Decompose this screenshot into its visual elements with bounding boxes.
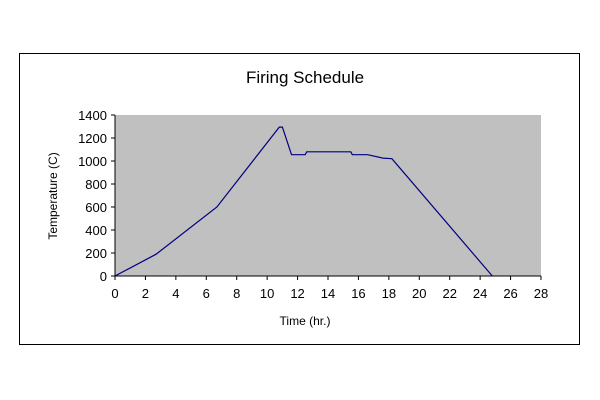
x-tick-label: 2 xyxy=(142,286,149,301)
y-axis-title: Temperature (C) xyxy=(46,152,60,239)
x-tick-label: 8 xyxy=(233,286,240,301)
chart-title: Firing Schedule xyxy=(246,68,364,87)
x-tick-label: 14 xyxy=(321,286,335,301)
x-axis-ticks: 0 2 4 6 8 10 12 14 16 18 20 22 24 26 28 xyxy=(111,276,548,301)
y-tick-label: 0 xyxy=(100,269,107,284)
x-tick-label: 28 xyxy=(534,286,548,301)
y-tick-label: 200 xyxy=(85,246,107,261)
x-tick-label: 24 xyxy=(473,286,487,301)
y-tick-label: 400 xyxy=(85,223,107,238)
x-tick-label: 4 xyxy=(172,286,179,301)
x-tick-label: 6 xyxy=(203,286,210,301)
y-axis-ticks: 0 200 400 600 800 1000 1200 1400 xyxy=(78,108,115,284)
x-tick-label: 26 xyxy=(503,286,517,301)
series-line-firing-schedule xyxy=(114,126,493,277)
x-tick-label: 20 xyxy=(412,286,426,301)
y-tick-label: 1000 xyxy=(78,154,107,169)
x-tick-label: 16 xyxy=(351,286,365,301)
x-tick-label: 10 xyxy=(260,286,274,301)
y-tick-label: 600 xyxy=(85,200,107,215)
x-tick-label: 0 xyxy=(111,286,118,301)
x-tick-label: 12 xyxy=(290,286,304,301)
y-tick-label: 800 xyxy=(85,177,107,192)
x-tick-label: 18 xyxy=(382,286,396,301)
y-tick-label: 1200 xyxy=(78,131,107,146)
x-tick-label: 22 xyxy=(442,286,456,301)
plot-area xyxy=(115,115,541,276)
x-axis-title: Time (hr.) xyxy=(280,314,331,328)
y-tick-label: 1400 xyxy=(78,108,107,123)
